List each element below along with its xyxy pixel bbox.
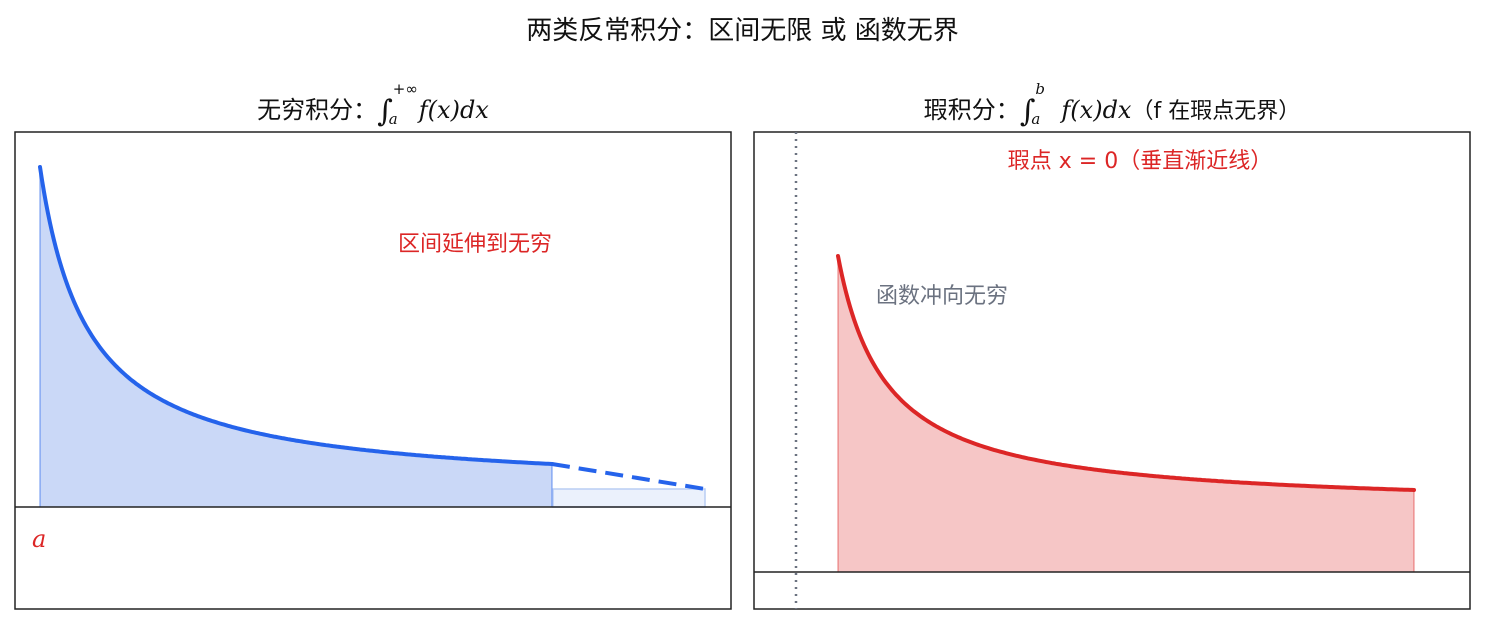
right-panel-frame bbox=[753, 131, 1471, 610]
left-panel-frame bbox=[14, 131, 732, 610]
right-curve bbox=[836, 254, 1416, 492]
right-upper-limit: b bbox=[1035, 80, 1046, 98]
right-lower-limit: a bbox=[1031, 110, 1041, 128]
asymptote-label: 瑕点 x = 0（垂直渐近线） bbox=[1008, 149, 1272, 174]
left-area-fill bbox=[40, 167, 552, 507]
right-title-note: （f 在瑕点无界） bbox=[1131, 99, 1301, 124]
left-upper-limit: +∞ bbox=[392, 80, 418, 98]
right-area-fill bbox=[838, 256, 1414, 572]
left-annotation: 区间延伸到无穷 bbox=[398, 232, 552, 257]
left-curve bbox=[38, 165, 554, 466]
left-point-label-a: a bbox=[32, 525, 46, 553]
left-lower-limit: a bbox=[388, 110, 398, 128]
integral-sign: ∫ bbox=[1019, 94, 1036, 129]
left-curve-extension-dashed bbox=[551, 462, 706, 491]
figure-title: 两类反常积分：区间无限 或 函数无界 bbox=[526, 16, 959, 46]
right-integrand: f(x)dx bbox=[1061, 96, 1132, 124]
integral-sign: ∫ bbox=[377, 94, 393, 129]
left-limits: +∞ a bbox=[389, 80, 419, 128]
right-title-prefix: 瑕积分： bbox=[923, 96, 1020, 124]
left-tail-fill bbox=[552, 488, 706, 508]
left-title-prefix: 无穷积分： bbox=[257, 96, 378, 124]
right-annotation: 函数冲向无穷 bbox=[876, 284, 1008, 309]
left-panel-title: 无穷积分：∫ +∞ a f(x)dx bbox=[15, 80, 731, 129]
right-panel-title: 瑕积分：∫ b a f(x)dx（f 在瑕点无界） bbox=[754, 80, 1470, 129]
left-integrand: f(x)dx bbox=[418, 96, 489, 124]
